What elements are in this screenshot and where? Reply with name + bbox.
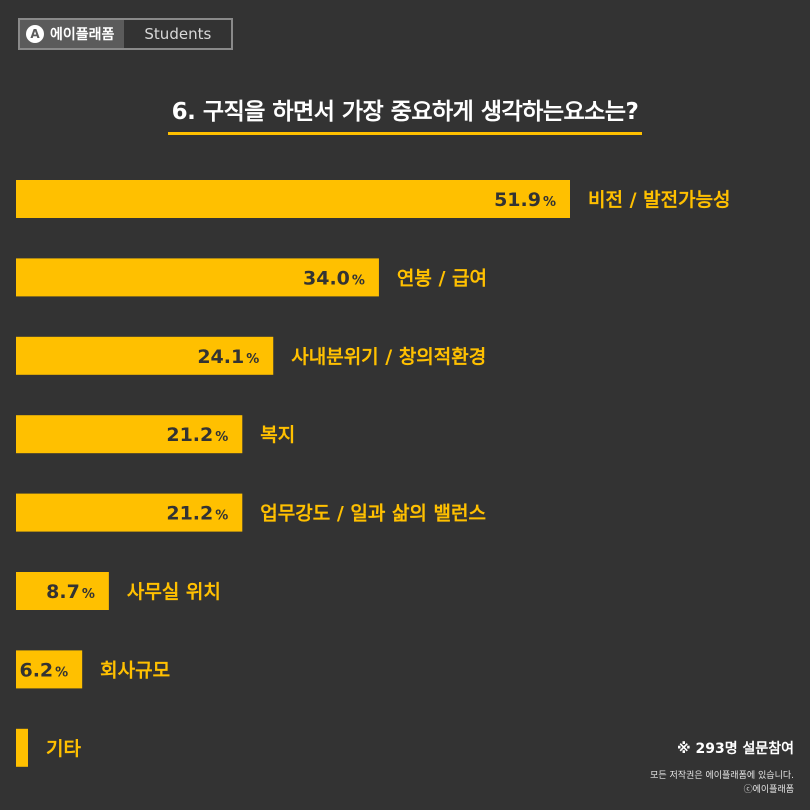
chart-title-wrap: 6. 구직을 하면서 가장 중요하게 생각하는요소는?: [0, 92, 810, 135]
brand-name: 에이플래폼: [50, 27, 115, 43]
brand-name-box: A 에이플래폼: [20, 20, 125, 48]
bar-value-label: 51.9%: [494, 189, 556, 211]
category-label: 연봉 / 급여: [397, 267, 487, 289]
bar-value-label: 21.2%: [166, 424, 228, 446]
category-label: 회사규모: [100, 659, 170, 681]
bar: [16, 336, 274, 375]
category-label: 기타: [46, 738, 81, 760]
brand-tag: Students: [124, 20, 232, 48]
bar: [16, 728, 28, 767]
bar: [16, 180, 570, 218]
bar: [16, 493, 243, 532]
category-label: 사내분위기 / 창의적환경: [291, 346, 486, 368]
copyright-mark: ⓒ에이플래폼: [743, 785, 794, 795]
bar: [16, 650, 83, 689]
brand-logo-icon: A: [26, 25, 44, 43]
bar-value-label: 8.7%: [46, 581, 95, 603]
survey-note: ※ 293명 설문참여: [677, 741, 794, 757]
copyright-text: 모든 저작권은 에이플래폼에 있습니다.: [650, 771, 794, 781]
bar: [16, 258, 379, 297]
bar-value-label: 34.0%: [303, 267, 365, 289]
chart-title: 6. 구직을 하면서 가장 중요하게 생각하는요소는?: [167, 92, 643, 135]
category-label: 업무강도 / 일과 삶의 밸런스: [260, 503, 486, 525]
bar: [16, 572, 109, 610]
bar-value-label: 24.1%: [197, 346, 259, 368]
bar: [16, 415, 243, 454]
bar-value-label: 6.2%: [19, 659, 68, 681]
category-label: 사무실 위치: [127, 581, 221, 603]
category-label: 비전 / 발전가능성: [588, 189, 731, 211]
bar-value-label: 21.2%: [166, 503, 228, 525]
category-label: 복지: [260, 424, 295, 446]
brand-badge: A 에이플래폼 Students: [18, 18, 234, 50]
